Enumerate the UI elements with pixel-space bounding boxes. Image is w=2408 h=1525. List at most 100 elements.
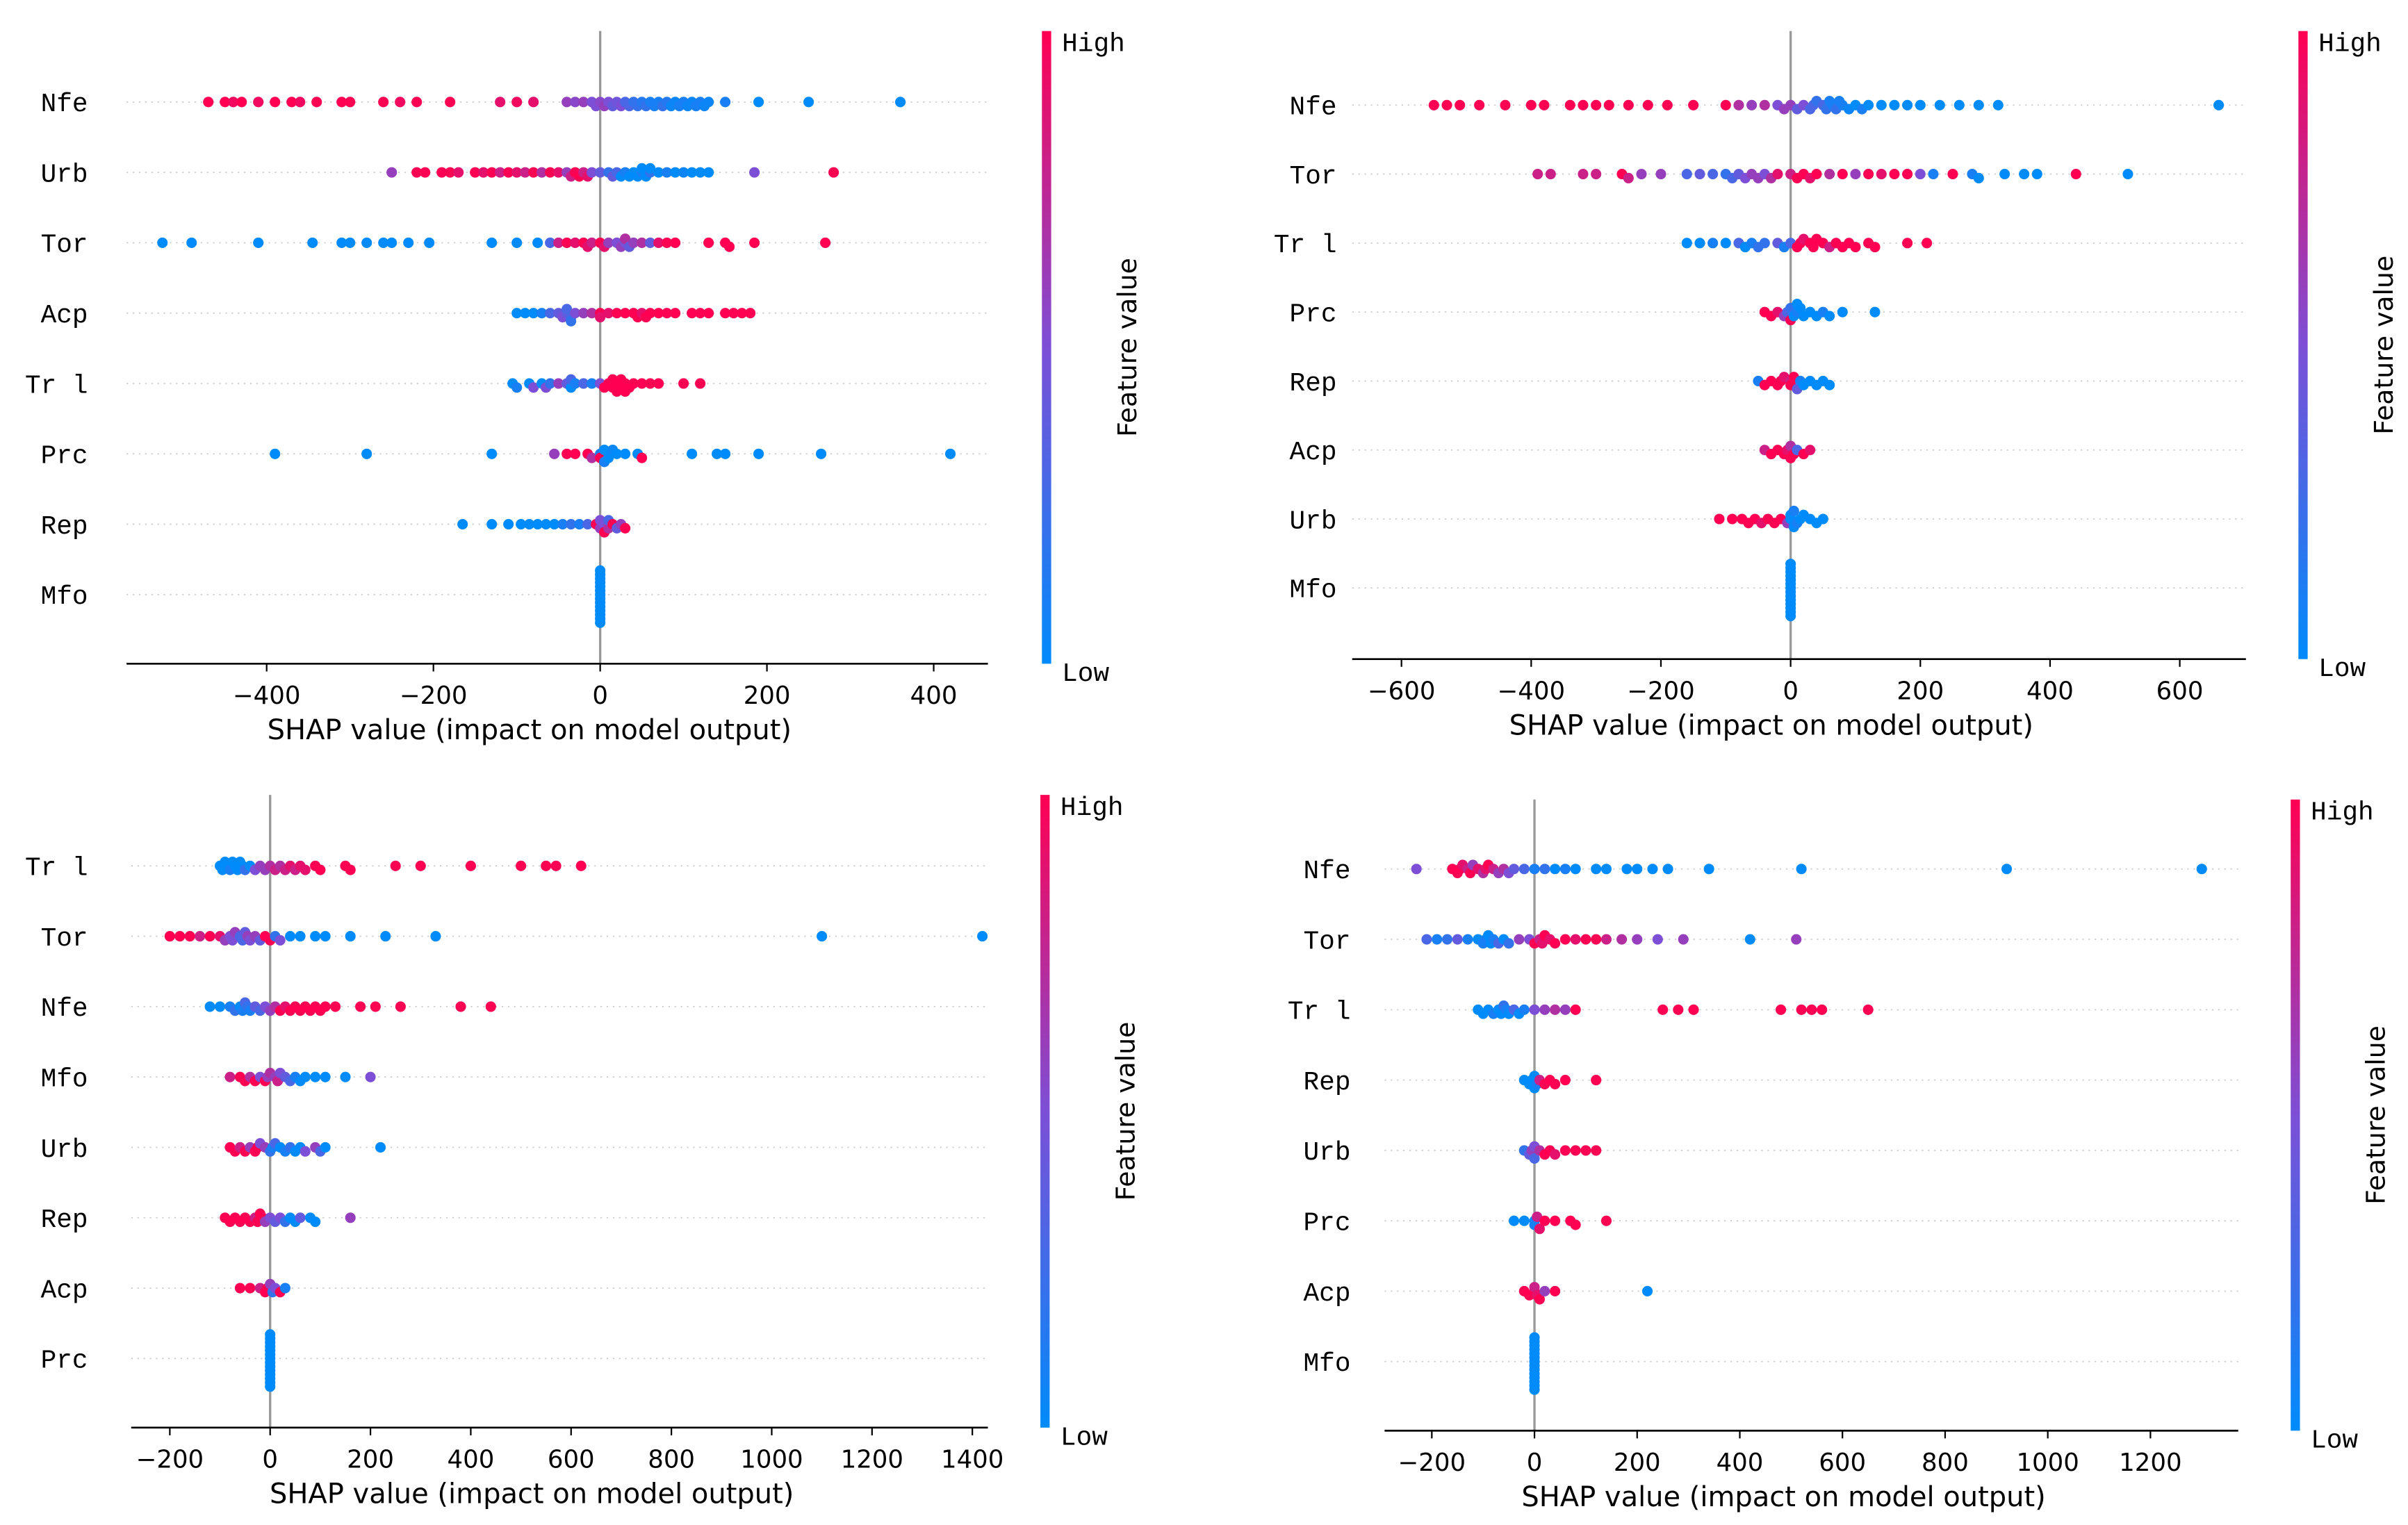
feature-label: Tr l bbox=[1274, 231, 1337, 261]
feature-label: Acp bbox=[41, 302, 88, 331]
shap-point bbox=[587, 237, 598, 248]
shap-point bbox=[820, 237, 831, 248]
shap-point bbox=[541, 860, 552, 871]
colorbar bbox=[2298, 31, 2308, 659]
shap-point bbox=[1746, 99, 1758, 110]
shap-point bbox=[1539, 1215, 1550, 1226]
feature-label: Nfe bbox=[41, 90, 88, 119]
shap-point bbox=[520, 167, 531, 178]
shap-point bbox=[695, 167, 706, 178]
shap-point bbox=[1806, 1004, 1817, 1015]
x-tick-label: 400 bbox=[2026, 677, 2074, 705]
shap-point bbox=[1600, 934, 1612, 945]
shap-point bbox=[587, 378, 598, 389]
shap-point bbox=[1570, 864, 1581, 875]
shap-point bbox=[1623, 172, 1634, 183]
shap-point bbox=[703, 308, 714, 319]
shap-point bbox=[549, 448, 560, 459]
shap-point bbox=[1694, 169, 1705, 180]
shap-point bbox=[695, 378, 706, 389]
shap-point bbox=[307, 237, 318, 248]
shap-point bbox=[1559, 864, 1571, 875]
shap-point bbox=[386, 237, 398, 248]
shap-point bbox=[1776, 1004, 1787, 1015]
shap-point bbox=[279, 1283, 290, 1294]
shap-point bbox=[1869, 306, 1881, 318]
colorbar-title: Feature value bbox=[2368, 256, 2399, 435]
shap-point bbox=[1837, 306, 1848, 318]
shap-point bbox=[1889, 169, 1900, 180]
shap-point bbox=[1580, 934, 1591, 945]
shap-point bbox=[320, 1071, 331, 1082]
shap-point bbox=[574, 519, 585, 530]
shap-point bbox=[1915, 99, 1926, 110]
shap-point bbox=[670, 167, 681, 178]
shap-point bbox=[562, 448, 573, 459]
shap-point bbox=[336, 97, 347, 108]
feature-label: Rep bbox=[41, 513, 88, 542]
shap-point bbox=[703, 167, 714, 178]
shap-point bbox=[724, 241, 735, 252]
shap-point bbox=[503, 519, 514, 530]
shap-point bbox=[1934, 99, 1945, 110]
shap-point bbox=[1529, 1153, 1540, 1164]
shap-point bbox=[1954, 99, 1965, 110]
shap-point bbox=[1539, 864, 1550, 875]
shap-point bbox=[1688, 99, 1699, 110]
shap-point bbox=[1550, 1285, 1561, 1297]
shap-point bbox=[1915, 169, 1926, 180]
shap-point bbox=[553, 237, 564, 248]
shap-point bbox=[1662, 864, 1673, 875]
shap-point bbox=[537, 167, 548, 178]
shap-point bbox=[511, 382, 523, 393]
shap-point bbox=[486, 519, 498, 530]
shap-point bbox=[566, 315, 577, 327]
x-tick-label: 200 bbox=[1897, 677, 1944, 705]
shap-point bbox=[1785, 559, 1796, 570]
shap-point bbox=[1529, 1282, 1540, 1293]
shap-point bbox=[2196, 864, 2207, 875]
shap-point bbox=[365, 1071, 376, 1082]
shap-panel-2: Nfe Tor Tr l Prc Rep Acp Urb Mfo −600 −400 −200 0 20… bbox=[1274, 31, 2399, 742]
shap-point bbox=[224, 1071, 236, 1082]
x-tick-label: 1400 bbox=[941, 1446, 1004, 1474]
shap-point bbox=[595, 311, 606, 323]
shap-point bbox=[549, 519, 560, 530]
colorbar-low-label: Low bbox=[2311, 1427, 2358, 1456]
shap-point bbox=[578, 378, 589, 389]
feature-label: Nfe bbox=[1290, 94, 1337, 123]
shap-point bbox=[1570, 1219, 1581, 1230]
shap-point bbox=[753, 448, 764, 459]
shap-point bbox=[1465, 867, 1476, 879]
shap-point bbox=[1564, 99, 1575, 110]
shap-point bbox=[300, 1071, 311, 1082]
shap-point bbox=[670, 308, 681, 319]
shap-point bbox=[1503, 938, 1514, 949]
shap-panel-4: Nfe Tor Tr l Rep Urb Prc Acp Mfo −200 0 200 400 600 8… bbox=[1288, 799, 2391, 1513]
shap-point bbox=[2019, 169, 2030, 180]
x-axis-label: SHAP value (impact on model output) bbox=[1509, 710, 2033, 742]
shap-point bbox=[1707, 169, 1719, 180]
shap-point bbox=[295, 931, 306, 942]
shap-point bbox=[828, 167, 839, 178]
shap-point bbox=[1532, 169, 1543, 180]
x-tick-label: 600 bbox=[548, 1446, 595, 1474]
x-tick-label: 400 bbox=[910, 682, 958, 710]
shap-point bbox=[612, 308, 623, 319]
shap-point bbox=[478, 167, 489, 178]
x-axis-label: SHAP value (impact on model output) bbox=[270, 1478, 794, 1510]
shap-point bbox=[1525, 99, 1537, 110]
shap-point bbox=[637, 163, 648, 174]
x-tick-label: 0 bbox=[592, 682, 608, 710]
shap-point bbox=[455, 1001, 466, 1012]
x-axis-label: SHAP value (impact on model output) bbox=[1521, 1481, 2045, 1513]
shap-point bbox=[1876, 99, 1887, 110]
shap-point bbox=[528, 97, 539, 108]
shap-point bbox=[1441, 934, 1453, 945]
shap-point bbox=[566, 519, 577, 530]
shap-point bbox=[1759, 99, 1770, 110]
shap-point bbox=[662, 237, 673, 248]
shap-point bbox=[1539, 1285, 1550, 1297]
shap-point bbox=[653, 167, 664, 178]
shap-point bbox=[300, 864, 311, 875]
